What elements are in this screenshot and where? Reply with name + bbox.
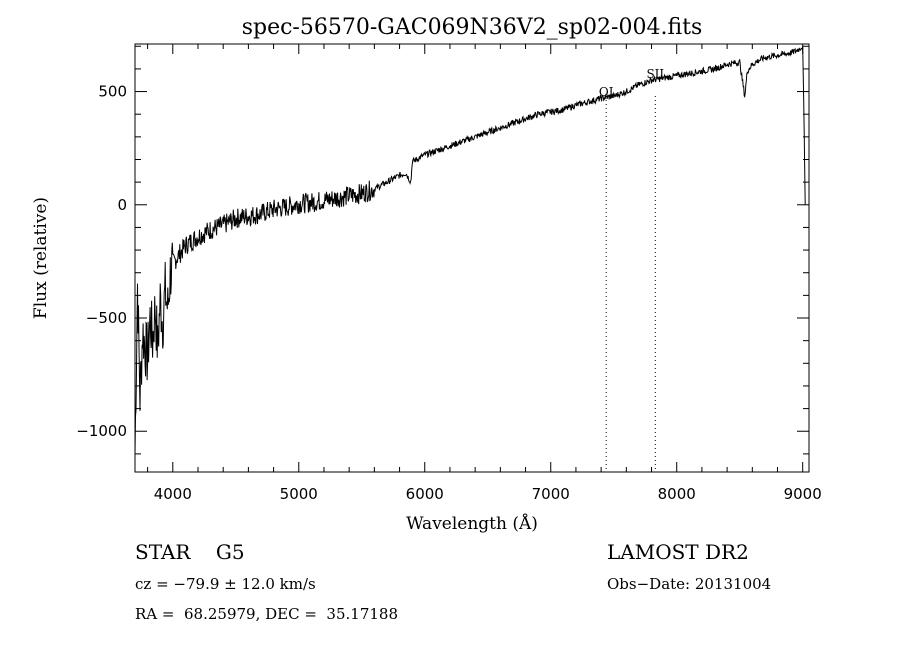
- x-tick-label: 4000: [154, 485, 192, 503]
- y-tick-label: −1000: [76, 422, 127, 440]
- info-survey: LAMOST DR2: [607, 540, 749, 564]
- info-obs-date: Obs−Date: 20131004: [607, 575, 771, 593]
- x-tick-label: 5000: [280, 485, 318, 503]
- axis-ticks: [135, 44, 809, 472]
- x-tick-label: 6000: [406, 485, 444, 503]
- x-tick-label: 8000: [658, 485, 696, 503]
- x-axis-label: Wavelength (Å): [406, 513, 538, 534]
- y-tick-label: 0: [117, 196, 127, 214]
- y-axis-label: Flux (relative): [31, 197, 51, 319]
- info-redshift: cz = −79.9 ± 12.0 km/s: [135, 575, 316, 593]
- y-tick-label: 500: [98, 83, 127, 101]
- chart-title: spec-56570-GAC069N36V2_sp02-004.fits: [242, 15, 703, 40]
- info-coordinates: RA = 68.25979, DEC = 35.17188: [135, 605, 398, 623]
- spectrum-line: [134, 46, 806, 455]
- x-tick-label: 7000: [532, 485, 570, 503]
- info-star-type: STAR G5: [135, 540, 245, 564]
- axis-tick-labels: 4000 5000 6000 7000 8000 9000 −1000 −500 0 500: [76, 83, 822, 503]
- x-tick-label: 9000: [784, 485, 822, 503]
- y-tick-label: −500: [86, 309, 127, 327]
- plot-frame: [134, 43, 810, 473]
